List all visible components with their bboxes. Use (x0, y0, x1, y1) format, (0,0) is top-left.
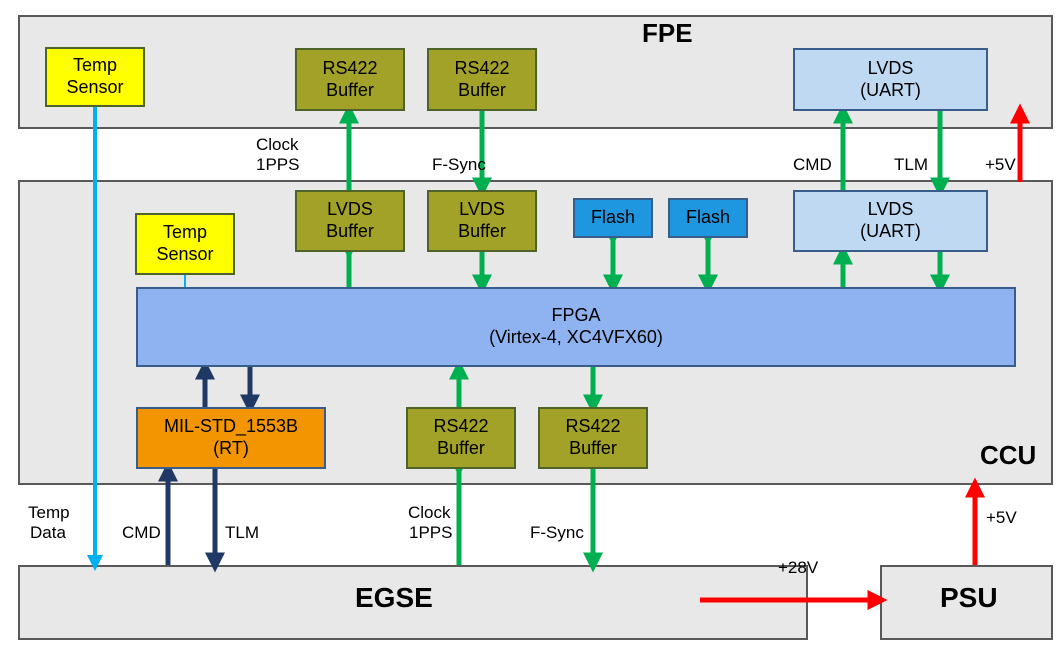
box-rs422_buf_fpe_1: RS422Buffer (295, 48, 405, 111)
panel-title-egse: EGSE (355, 582, 433, 614)
box-rs422_buf_fpe_2: RS422Buffer (427, 48, 537, 111)
signal-label: F-Sync (432, 155, 486, 175)
box-lvds_uart_fpe: LVDS(UART) (793, 48, 988, 111)
box-label: (RT) (213, 438, 249, 460)
box-label: Buffer (458, 80, 506, 102)
box-flash1: Flash (573, 198, 653, 238)
panel-title-psu: PSU (940, 582, 998, 614)
box-flash2: Flash (668, 198, 748, 238)
signal-label: TLM (894, 155, 928, 175)
box-label: LVDS (868, 199, 914, 221)
box-fpga: FPGA(Virtex-4, XC4VFX60) (136, 287, 1016, 367)
box-label: (UART) (860, 221, 921, 243)
signal-label: +5V (985, 155, 1016, 175)
box-lvds_buf_ccu_1: LVDSBuffer (295, 190, 405, 252)
signal-label: F-Sync (530, 523, 584, 543)
box-label: Temp (163, 222, 207, 244)
box-milstd: MIL-STD_1553B(RT) (136, 407, 326, 469)
box-label: Temp (73, 55, 117, 77)
signal-label: Temp (28, 503, 70, 523)
signal-label: Data (30, 523, 66, 543)
signal-label: 1PPS (256, 155, 299, 175)
box-label: Buffer (326, 221, 374, 243)
signal-label: CMD (122, 523, 161, 543)
signal-label: +5V (986, 508, 1017, 528)
panel-title-fpe: FPE (642, 18, 693, 49)
box-label: LVDS (459, 199, 505, 221)
signal-label: Clock (256, 135, 299, 155)
box-label: Buffer (437, 438, 485, 460)
box-temp_sensor_ccu: TempSensor (135, 213, 235, 275)
box-label: Sensor (66, 77, 123, 99)
box-label: MIL-STD_1553B (164, 416, 298, 438)
signal-label: CMD (793, 155, 832, 175)
box-label: RS422 (454, 58, 509, 80)
box-label: RS422 (565, 416, 620, 438)
box-label: FPGA (551, 305, 600, 327)
box-label: RS422 (322, 58, 377, 80)
signal-label: TLM (225, 523, 259, 543)
box-label: Flash (686, 207, 730, 229)
box-label: Buffer (569, 438, 617, 460)
box-label: Flash (591, 207, 635, 229)
box-label: LVDS (868, 58, 914, 80)
box-label: RS422 (433, 416, 488, 438)
box-lvds_buf_ccu_2: LVDSBuffer (427, 190, 537, 252)
box-rs422_buf_ccu_2: RS422Buffer (538, 407, 648, 469)
box-label: Buffer (458, 221, 506, 243)
box-rs422_buf_ccu_1: RS422Buffer (406, 407, 516, 469)
signal-label: +28V (778, 558, 818, 578)
box-temp_sensor_fpe: TempSensor (45, 47, 145, 107)
signal-label: 1PPS (409, 523, 452, 543)
box-label: Sensor (156, 244, 213, 266)
box-lvds_uart_ccu: LVDS(UART) (793, 190, 988, 252)
box-label: (UART) (860, 80, 921, 102)
panel-title-ccu: CCU (980, 440, 1036, 471)
box-label: LVDS (327, 199, 373, 221)
box-label: Buffer (326, 80, 374, 102)
block-diagram: FPECCUEGSEPSUTempSensorRS422BufferRS422B… (0, 0, 1063, 661)
box-label: (Virtex-4, XC4VFX60) (489, 327, 663, 349)
signal-label: Clock (408, 503, 451, 523)
